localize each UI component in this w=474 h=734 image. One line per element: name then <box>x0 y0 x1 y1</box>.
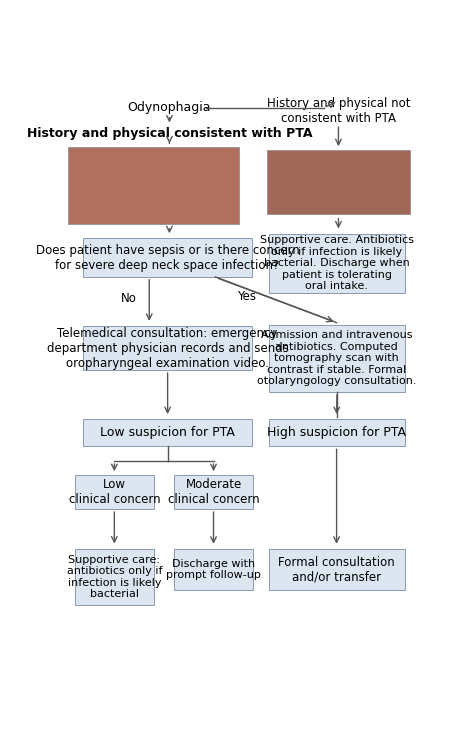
Text: History and physical consistent with PTA: History and physical consistent with PTA <box>27 127 312 139</box>
FancyBboxPatch shape <box>174 475 253 509</box>
FancyBboxPatch shape <box>269 549 405 590</box>
Text: Odynophagia: Odynophagia <box>128 101 211 115</box>
FancyBboxPatch shape <box>75 475 154 509</box>
FancyBboxPatch shape <box>174 549 253 590</box>
FancyBboxPatch shape <box>83 239 252 277</box>
FancyBboxPatch shape <box>269 325 405 391</box>
FancyBboxPatch shape <box>83 326 252 370</box>
Text: No: No <box>121 292 137 305</box>
FancyBboxPatch shape <box>75 549 154 606</box>
FancyBboxPatch shape <box>68 148 239 224</box>
Text: Supportive care. Antibiotics
only if infection is likely
bacterial. Discharge wh: Supportive care. Antibiotics only if inf… <box>260 235 414 291</box>
Text: Low
clinical concern: Low clinical concern <box>69 478 160 506</box>
Text: Telemedical consultation: emergency
department physician records and sends
oroph: Telemedical consultation: emergency depa… <box>46 327 289 369</box>
Text: Discharge with
prompt follow-up: Discharge with prompt follow-up <box>166 559 261 581</box>
Text: Does patient have sepsis or is there concern
for severe deep neck space infectio: Does patient have sepsis or is there con… <box>36 244 300 272</box>
Text: High suspicion for PTA: High suspicion for PTA <box>267 426 406 440</box>
FancyBboxPatch shape <box>269 419 405 446</box>
Text: Admission and intravenous
antibiotics. Computed
tomography scan with
contrast if: Admission and intravenous antibiotics. C… <box>257 330 416 386</box>
FancyBboxPatch shape <box>269 233 405 293</box>
Text: Formal consultation
and/or transfer: Formal consultation and/or transfer <box>278 556 395 584</box>
FancyBboxPatch shape <box>83 419 252 446</box>
Text: Moderate
clinical concern: Moderate clinical concern <box>168 478 259 506</box>
Text: Low suspicion for PTA: Low suspicion for PTA <box>100 426 235 440</box>
Text: History and physical not
consistent with PTA: History and physical not consistent with… <box>267 97 410 125</box>
Text: Yes: Yes <box>237 290 256 303</box>
FancyBboxPatch shape <box>267 150 410 214</box>
Text: Supportive care:
antibiotics only if
infection is likely
bacterial: Supportive care: antibiotics only if inf… <box>67 555 162 600</box>
